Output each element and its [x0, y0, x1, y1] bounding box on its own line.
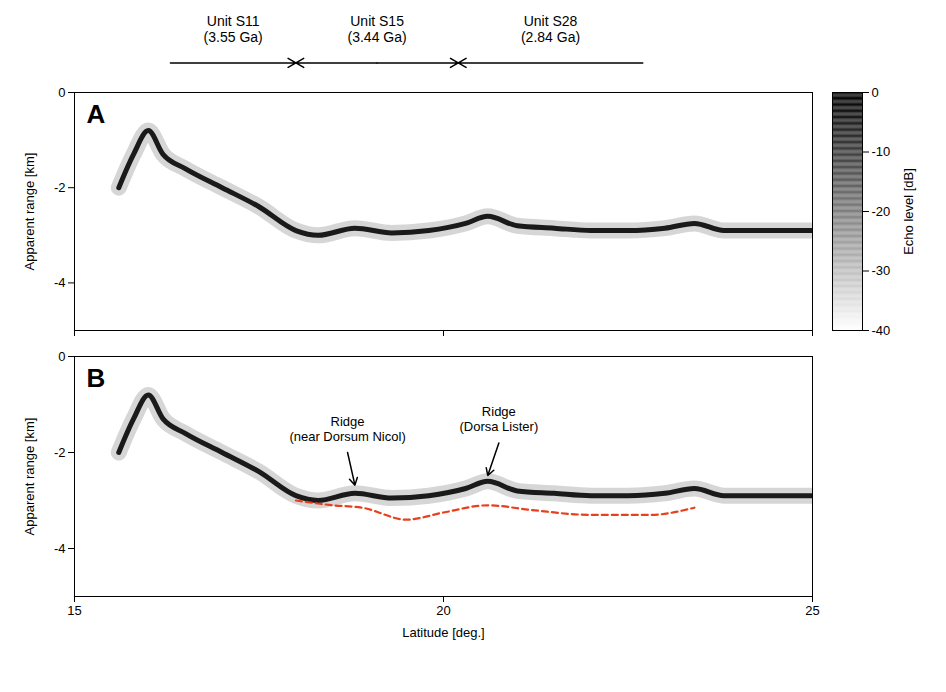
svg-text:-4: -4 — [54, 275, 66, 290]
svg-text:Apparent range [km]: Apparent range [km] — [22, 153, 37, 271]
svg-text:B: B — [87, 363, 106, 393]
svg-text:Ridge(near Dorsum Nicol): Ridge(near Dorsum Nicol) — [289, 414, 405, 444]
svg-text:-30: -30 — [872, 263, 891, 278]
svg-text:Echo level [dB]: Echo level [dB] — [901, 168, 916, 255]
svg-text:Ridge(Dorsa Lister): Ridge(Dorsa Lister) — [459, 404, 538, 434]
svg-text:0: 0 — [58, 349, 65, 364]
svg-text:A: A — [87, 99, 106, 129]
svg-text:-20: -20 — [872, 204, 891, 219]
svg-text:-40: -40 — [872, 323, 891, 338]
svg-text:Latitude [deg.]: Latitude [deg.] — [402, 625, 484, 640]
svg-text:-4: -4 — [54, 541, 66, 556]
svg-text:25: 25 — [805, 603, 819, 618]
svg-text:Apparent range [km]: Apparent range [km] — [22, 418, 37, 536]
svg-text:Unit S11(3.55 Ga): Unit S11(3.55 Ga) — [204, 13, 263, 45]
svg-text:-10: -10 — [872, 144, 891, 159]
svg-text:15: 15 — [67, 603, 81, 618]
svg-text:0: 0 — [58, 85, 65, 100]
svg-text:-2: -2 — [54, 445, 66, 460]
svg-text:0: 0 — [872, 85, 879, 100]
svg-text:20: 20 — [436, 603, 450, 618]
svg-text:-2: -2 — [54, 180, 66, 195]
svg-text:Unit S15(3.44 Ga): Unit S15(3.44 Ga) — [348, 13, 407, 45]
svg-text:Unit S28(2.84 Ga): Unit S28(2.84 Ga) — [521, 13, 580, 45]
